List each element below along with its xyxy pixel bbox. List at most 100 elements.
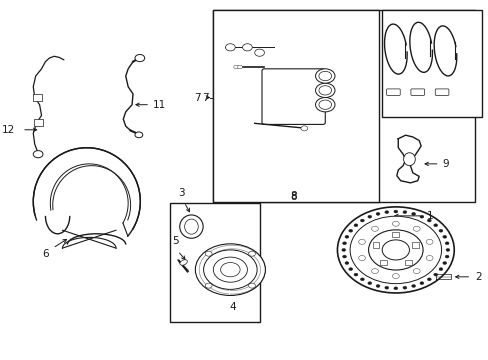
Bar: [411, 242, 418, 248]
Bar: [169, 203, 259, 321]
Circle shape: [242, 44, 252, 51]
Circle shape: [426, 239, 432, 244]
Ellipse shape: [180, 215, 203, 238]
Circle shape: [195, 244, 265, 296]
Circle shape: [393, 210, 397, 213]
Circle shape: [368, 230, 422, 270]
Circle shape: [419, 215, 423, 218]
Text: 8: 8: [290, 192, 296, 202]
Bar: [34, 120, 42, 126]
Circle shape: [337, 207, 453, 293]
Circle shape: [353, 273, 357, 276]
Circle shape: [318, 86, 331, 95]
Circle shape: [315, 98, 334, 112]
FancyBboxPatch shape: [262, 69, 325, 125]
Circle shape: [358, 239, 365, 244]
Circle shape: [33, 150, 43, 158]
Circle shape: [402, 286, 406, 289]
Text: 3: 3: [178, 188, 184, 198]
Circle shape: [444, 255, 448, 258]
Text: 5: 5: [172, 236, 178, 246]
FancyBboxPatch shape: [410, 89, 424, 95]
Circle shape: [438, 268, 442, 271]
Circle shape: [411, 212, 415, 215]
Circle shape: [367, 215, 371, 218]
Text: 11: 11: [152, 100, 165, 110]
Circle shape: [135, 54, 144, 62]
Ellipse shape: [180, 260, 187, 265]
Circle shape: [412, 226, 419, 231]
Circle shape: [402, 211, 406, 213]
Circle shape: [442, 262, 446, 265]
Bar: [404, 260, 411, 265]
Circle shape: [392, 274, 398, 279]
Ellipse shape: [184, 219, 198, 234]
Circle shape: [375, 212, 379, 215]
Circle shape: [248, 251, 255, 256]
Circle shape: [445, 248, 449, 251]
FancyBboxPatch shape: [386, 89, 399, 95]
Text: 4: 4: [229, 302, 236, 312]
Circle shape: [203, 250, 257, 289]
Circle shape: [419, 282, 423, 285]
Circle shape: [411, 284, 415, 287]
Circle shape: [427, 278, 430, 281]
Circle shape: [367, 282, 371, 285]
Text: 12: 12: [2, 125, 16, 135]
Circle shape: [360, 278, 364, 281]
Circle shape: [382, 240, 408, 260]
Circle shape: [438, 229, 442, 232]
Circle shape: [213, 257, 247, 282]
Circle shape: [375, 284, 379, 287]
Circle shape: [427, 219, 430, 222]
Circle shape: [315, 83, 334, 98]
Circle shape: [393, 287, 397, 290]
Circle shape: [205, 283, 212, 288]
FancyBboxPatch shape: [434, 89, 448, 95]
Circle shape: [254, 49, 264, 56]
Circle shape: [341, 248, 345, 251]
Text: 2: 2: [474, 272, 481, 282]
Text: 1: 1: [426, 211, 432, 221]
Bar: [379, 260, 386, 265]
Bar: [213, 10, 378, 202]
Circle shape: [342, 242, 346, 245]
Bar: [213, 10, 474, 202]
Circle shape: [426, 256, 432, 261]
Circle shape: [135, 132, 142, 138]
Circle shape: [248, 283, 255, 288]
Circle shape: [392, 221, 398, 226]
Circle shape: [233, 65, 238, 69]
Circle shape: [318, 100, 331, 109]
Circle shape: [318, 71, 331, 81]
Text: 9: 9: [441, 159, 448, 169]
Bar: [392, 231, 398, 237]
Circle shape: [358, 256, 365, 261]
Circle shape: [433, 273, 437, 276]
Bar: [33, 94, 41, 101]
Circle shape: [344, 235, 348, 238]
Circle shape: [315, 69, 334, 83]
Circle shape: [442, 235, 446, 238]
Circle shape: [344, 262, 348, 265]
Circle shape: [433, 224, 437, 227]
Circle shape: [342, 255, 346, 258]
Circle shape: [300, 126, 307, 131]
Bar: [382, 10, 481, 117]
Circle shape: [371, 226, 378, 231]
Bar: [372, 242, 379, 248]
Circle shape: [348, 229, 352, 232]
Text: 6: 6: [42, 248, 49, 258]
Circle shape: [220, 262, 240, 277]
Text: 7: 7: [194, 93, 201, 103]
Text: 8: 8: [290, 191, 296, 201]
Circle shape: [384, 286, 388, 289]
Circle shape: [412, 269, 419, 274]
Text: 7: 7: [202, 93, 208, 103]
Circle shape: [349, 216, 441, 284]
Circle shape: [360, 219, 364, 222]
Text: 10: 10: [423, 232, 436, 242]
Circle shape: [225, 44, 235, 51]
Circle shape: [384, 211, 388, 213]
Circle shape: [353, 224, 357, 227]
